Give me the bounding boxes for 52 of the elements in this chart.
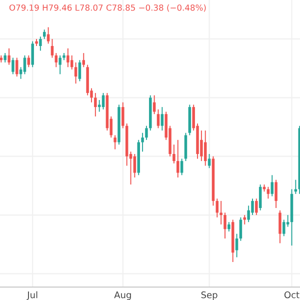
candlestick — [282, 219, 286, 237]
candlestick — [200, 130, 203, 162]
candlestick — [16, 57, 18, 78]
candlestick — [23, 54, 26, 75]
candlestick — [12, 57, 14, 75]
candlestick — [31, 40, 34, 68]
candlestick — [46, 26, 50, 44]
candlestick — [255, 198, 258, 216]
x-tick-label: Oct — [284, 291, 300, 298]
candlestick — [270, 174, 274, 197]
candlestick — [54, 52, 58, 68]
candlestick — [94, 92, 97, 117]
candlestick — [228, 222, 230, 232]
candlestick — [160, 106, 164, 132]
x-tick-label: Jul — [26, 291, 38, 300]
candlestick — [266, 186, 270, 200]
candlestick — [220, 200, 222, 225]
candlestick — [4, 52, 6, 63]
candlestick — [74, 62, 78, 84]
candlestick — [145, 125, 148, 140]
x-tick-label: Aug — [114, 292, 131, 300]
candlestick — [208, 154, 211, 169]
candlestick — [274, 179, 278, 208]
candlestick — [184, 132, 188, 162]
candlestick — [78, 60, 82, 82]
candlestick — [98, 100, 101, 112]
text: O79.19 H79.46 L78.07 C78.85 −0.38 (−0.48%) — [9, 4, 206, 12]
candlestick — [176, 139, 180, 178]
candlestick — [251, 198, 254, 216]
candlestick — [258, 184, 262, 211]
candlestick — [70, 54, 74, 70]
candlestick — [239, 216, 242, 242]
candlestick — [172, 144, 176, 164]
x-tick-label: Sep — [201, 291, 218, 300]
candlestick — [294, 179, 298, 194]
candlestick — [278, 210, 282, 244]
candlestick — [50, 38, 54, 58]
candlestick — [66, 48, 70, 68]
candlestick — [247, 205, 250, 223]
candlestick — [141, 132, 144, 152]
candlestick — [180, 158, 184, 176]
candlestick — [8, 48, 10, 66]
candlestick — [122, 102, 124, 129]
candlestick — [133, 154, 136, 178]
candlestick — [204, 130, 207, 166]
candlestick — [58, 54, 62, 75]
candlestick — [82, 52, 86, 68]
candlestick — [224, 212, 226, 239]
candlestick — [39, 36, 42, 52]
candlestick — [114, 134, 116, 150]
candlestick — [27, 54, 30, 68]
candlestick — [156, 108, 160, 129]
